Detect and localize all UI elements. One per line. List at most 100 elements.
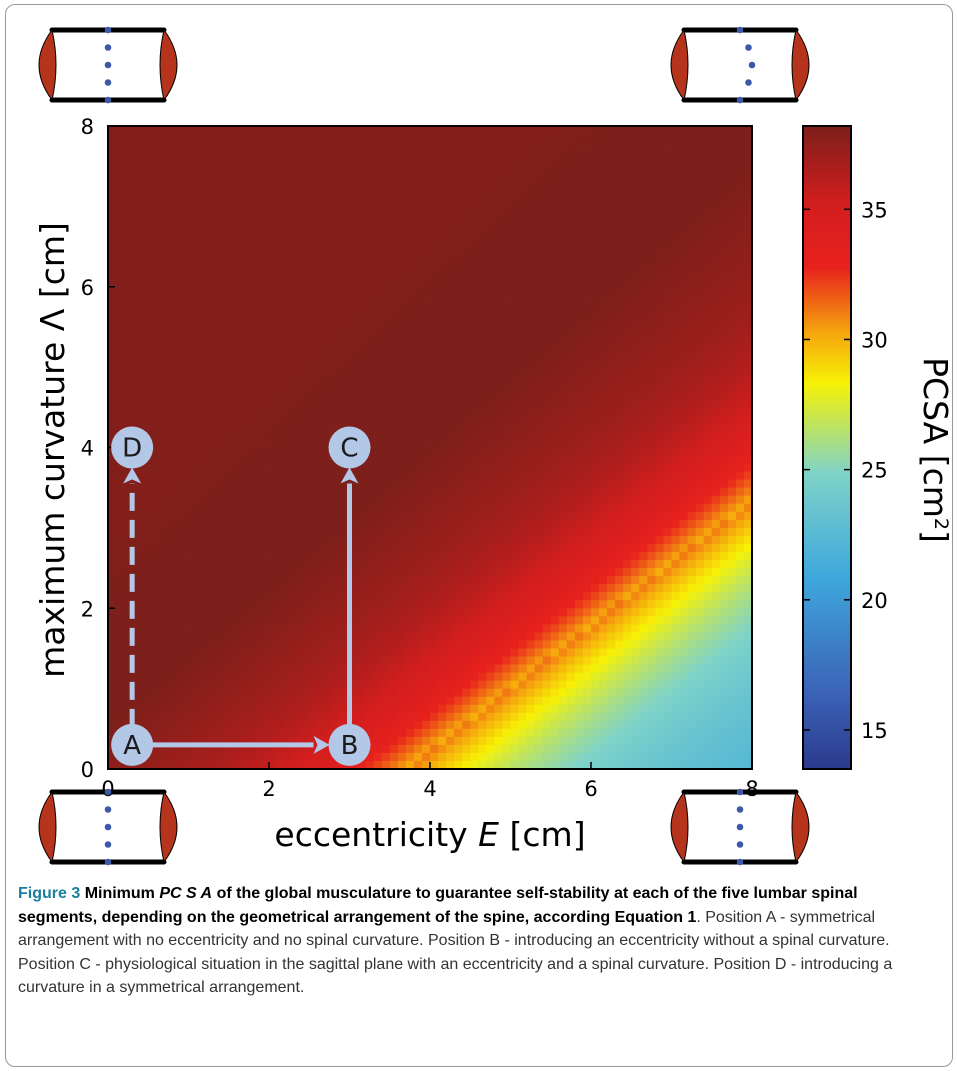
heatmap-cell [204, 736, 214, 746]
heatmap-cell [405, 439, 415, 449]
heatmap-cell [389, 174, 399, 183]
heatmap-cell [542, 688, 552, 698]
heatmap-cell [244, 278, 254, 288]
heatmap-cell [116, 632, 125, 641]
heatmap-cell [397, 576, 407, 585]
heatmap-cell [438, 608, 447, 617]
heatmap-cell [421, 126, 431, 135]
heatmap-cell [228, 712, 238, 722]
heatmap-cell [228, 672, 238, 682]
heatmap-cell [180, 680, 190, 690]
heatmap-cell [526, 696, 536, 706]
heatmap-cell [421, 736, 431, 746]
heatmap-cell [196, 286, 206, 296]
heatmap-cell [293, 262, 302, 272]
heatmap-cell [349, 696, 359, 706]
heatmap-cell [526, 294, 536, 304]
heatmap-cell [574, 535, 584, 545]
heatmap-cell [277, 158, 286, 167]
heatmap-cell [582, 214, 592, 224]
heatmap-cell [365, 415, 375, 424]
heatmap-cell [421, 150, 431, 159]
heatmap-cell [301, 527, 310, 537]
heatmap-cell [373, 760, 383, 769]
heatmap-cell [574, 222, 584, 232]
heatmap-cell [542, 503, 552, 513]
heatmap-cell [591, 375, 600, 384]
heatmap-cell [317, 672, 326, 682]
heatmap-cell [325, 415, 334, 424]
heatmap-cell [582, 720, 592, 730]
heatmap-cell [510, 511, 520, 521]
heatmap-cell [220, 230, 230, 240]
heatmap-cell [357, 656, 367, 666]
heatmap-cell [108, 632, 117, 641]
heatmap-cell [462, 736, 471, 746]
heatmap-cell [478, 680, 487, 690]
heatmap-cell [236, 359, 246, 368]
heatmap-cell [526, 415, 536, 424]
heatmap-cell [132, 150, 141, 159]
heatmap-cell [389, 246, 399, 256]
heatmap-cell [550, 126, 560, 135]
heatmap-cell [285, 334, 294, 344]
heatmap-cell [381, 399, 391, 408]
heatmap-cell [260, 375, 270, 384]
heatmap-cell [164, 664, 173, 674]
heatmap-cell [591, 455, 600, 465]
heatmap-cell [204, 551, 214, 561]
heatmap-cell [502, 126, 512, 135]
heatmap-cell [212, 190, 222, 199]
heatmap-cell [462, 672, 471, 682]
heatmap-cell [413, 503, 423, 513]
heatmap-cell [164, 318, 173, 328]
heatmap-cell [204, 286, 214, 296]
heatmap-cell [349, 262, 359, 272]
heatmap-cell [188, 728, 198, 738]
heatmap-cell [148, 648, 157, 658]
heatmap-cell [558, 760, 568, 769]
heatmap-cell [252, 560, 262, 569]
heatmap-cell [389, 736, 399, 746]
heatmap-cell [454, 230, 463, 240]
heatmap-cell [309, 367, 318, 376]
heatmap-cell [357, 600, 367, 609]
heatmap-cell [228, 230, 238, 240]
heatmap-cell [405, 246, 415, 256]
heatmap-cell [357, 407, 367, 416]
heatmap-cell [591, 632, 600, 641]
heatmap-cell [333, 471, 343, 481]
heatmap-cell [502, 415, 512, 424]
heatmap-cell [454, 760, 463, 769]
heatmap-cell [132, 624, 141, 633]
heatmap-cell [188, 519, 198, 529]
heatmap-cell [124, 511, 133, 521]
heatmap-cell [260, 503, 270, 513]
heatmap-cell [228, 142, 238, 151]
heatmap-cell [542, 519, 552, 529]
heatmap-cell [421, 592, 431, 601]
heatmap-cell [438, 704, 447, 714]
heatmap-cell [599, 190, 608, 199]
heatmap-cell [357, 391, 367, 400]
heatmap-cell [212, 262, 222, 272]
heatmap-cell [357, 190, 367, 199]
heatmap-cell [486, 294, 495, 304]
heatmap-cell [478, 302, 487, 312]
heatmap-cell [277, 286, 286, 296]
heatmap-cell [260, 326, 270, 336]
heatmap-cell [277, 270, 286, 280]
heatmap-cell [574, 624, 584, 633]
heatmap-cell [116, 222, 125, 232]
heatmap-cell [389, 431, 399, 441]
heatmap-cell [526, 616, 536, 625]
heatmap-cell [164, 150, 173, 159]
heatmap-cell [599, 383, 608, 392]
heatmap-cell [574, 608, 584, 617]
heatmap-cell [244, 318, 254, 328]
heatmap-cell [582, 560, 592, 569]
heatmap-cell [510, 632, 520, 641]
heatmap-cell [574, 560, 584, 569]
heatmap-cell [502, 375, 512, 384]
heatmap-cell [550, 720, 560, 730]
